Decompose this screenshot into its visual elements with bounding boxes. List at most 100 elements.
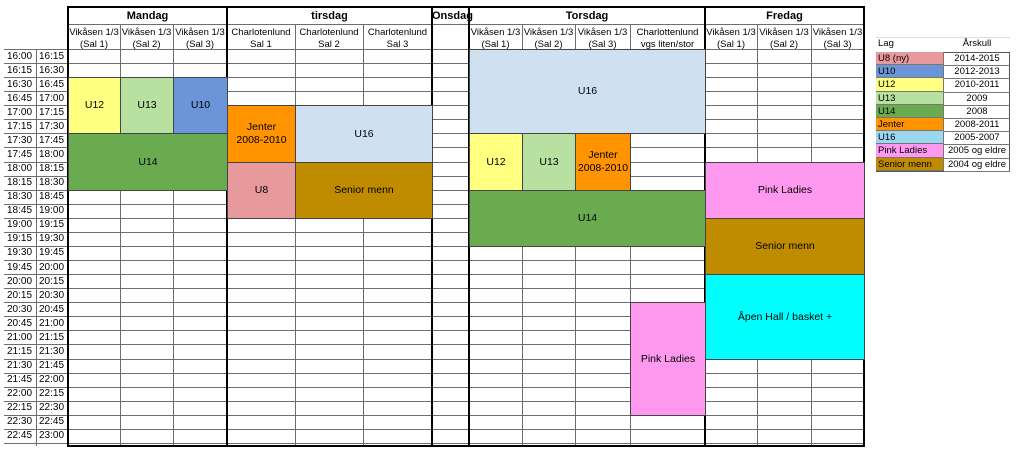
time-start-label: 16:00	[6, 50, 33, 62]
time-start-label: 22:00	[6, 388, 33, 400]
legend-team: Jenter	[876, 118, 944, 132]
timeslot-block[interactable]: Jenter 2008-2010	[575, 133, 631, 191]
day-header: Onsdag	[432, 10, 473, 22]
column-header-hall: (Sal 2)	[132, 39, 161, 50]
grid-row-line	[4, 429, 864, 430]
sheet-bottom-border	[67, 445, 865, 447]
grid-col-line	[173, 24, 174, 446]
legend-header-arskull: Årskull	[962, 38, 992, 49]
day-header: Torsdag	[565, 10, 609, 22]
timeslot-block[interactable]: U12	[68, 77, 121, 134]
day-border	[67, 6, 69, 446]
timeslot-block[interactable]: Jenter 2008-2010	[227, 105, 296, 163]
time-end-label: 22:00	[38, 374, 65, 386]
grid-row-line	[4, 373, 864, 374]
timeslot-label: Jenter 2008-2010	[577, 149, 629, 174]
time-end-label: 18:45	[38, 191, 65, 203]
column-header-hall: Sal 2	[318, 39, 340, 50]
time-end-label: 17:30	[38, 120, 65, 132]
legend-birthyear: 2005 og eldre	[944, 144, 1010, 159]
time-start-label: 22:15	[6, 402, 33, 414]
time-end-label: 21:30	[38, 345, 65, 357]
column-header-hall: (Sal 2)	[534, 39, 563, 50]
column-header-venue: Vikåsen 1/3	[175, 27, 225, 38]
day-border	[226, 6, 228, 446]
column-header-hall: vgs liten/stor	[640, 39, 695, 50]
timeslot-block[interactable]: Pink Ladies	[705, 162, 865, 219]
grid-col-line	[363, 24, 364, 446]
time-end-label: 23:00	[38, 430, 65, 442]
day-header: tirsdag	[311, 10, 348, 22]
time-start-label: 20:30	[6, 303, 33, 315]
grid-row-line	[4, 190, 864, 191]
column-header-hall: (Sal 2)	[770, 39, 798, 50]
timeslot-block[interactable]: U8	[227, 162, 296, 219]
day-header: Mandag	[126, 10, 169, 22]
grid-row-line	[4, 359, 864, 360]
grid-row-line	[4, 288, 864, 289]
timeslot-block[interactable]: Senior menn	[295, 162, 433, 219]
column-header-venue: Vikåsen 1/3	[759, 27, 809, 38]
column-header-hall: (Sal 1)	[481, 39, 510, 50]
grid-row-line	[4, 77, 864, 78]
timeslot-label: Pink Ladies	[640, 352, 696, 365]
time-end-label: 22:15	[38, 388, 65, 400]
column-header-venue: Charlotenlund	[299, 27, 359, 38]
grid-row-line	[4, 443, 864, 444]
grid-col-line	[295, 24, 296, 446]
timeslot-block[interactable]: U16	[295, 105, 433, 163]
time-start-label: 18:45	[6, 205, 33, 217]
grid-row-line	[4, 232, 864, 233]
timeslot-label: U16	[577, 85, 598, 97]
column-header-hall: Sal 1	[250, 39, 272, 50]
grid-row-line	[4, 330, 864, 331]
time-start-label: 20:15	[6, 289, 33, 301]
column-header-venue: Vikåsen 1/3	[69, 27, 119, 38]
day-header: Fredag	[766, 10, 803, 22]
legend-team: U12	[876, 78, 944, 92]
timeslot-block[interactable]: Åpen Hall / basket +	[705, 274, 865, 360]
legend-team: U8 (ny)	[876, 52, 944, 66]
timeslot-label: Åpen Hall / basket +	[737, 310, 833, 323]
legend-birthyear: 2008-2011	[944, 118, 1010, 133]
timeslot-block[interactable]: U14	[469, 190, 706, 247]
timeslot-block[interactable]: U10	[173, 77, 228, 134]
time-end-label: 18:15	[38, 163, 65, 175]
time-end-label: 22:30	[38, 402, 65, 414]
time-end-label: 16:30	[38, 64, 65, 76]
grid-row-line	[4, 119, 864, 120]
legend-team: U14	[876, 104, 944, 118]
time-end-label: 22:45	[38, 416, 65, 428]
timeslot-block[interactable]: U13	[120, 77, 174, 134]
timeslot-block[interactable]: Senior menn	[705, 218, 865, 275]
timeslot-block[interactable]: U13	[522, 133, 576, 191]
timeslot-block[interactable]: U16	[469, 49, 706, 134]
column-header-hall: (Sal 1)	[80, 39, 108, 50]
grid-row-line	[4, 105, 864, 106]
time-end-label: 16:45	[38, 78, 65, 90]
column-header-venue: Vikåsen 1/3	[121, 27, 172, 38]
legend-birthyear: 2004 og eldre	[944, 158, 1010, 172]
time-start-label: 16:30	[6, 78, 33, 90]
grid-col-line	[120, 24, 121, 446]
time-end-label: 18:30	[38, 177, 65, 189]
time-end-label: 21:15	[38, 331, 65, 343]
timeslot-label: U14	[138, 155, 158, 168]
column-header-venue: Charlottenlund	[636, 27, 699, 38]
timeslot-block[interactable]: U14	[68, 133, 228, 191]
grid-row-line	[4, 387, 864, 388]
timeslot-block[interactable]: U12	[469, 133, 523, 191]
time-start-label: 19:45	[6, 261, 33, 273]
timeslot-block[interactable]: Pink Ladies	[630, 302, 706, 416]
time-end-label: 18:00	[38, 148, 65, 160]
time-start-label: 19:00	[6, 219, 33, 231]
legend-team: U13	[876, 91, 944, 105]
time-start-label: 17:00	[6, 106, 33, 118]
grid-row-line	[4, 91, 864, 92]
column-header-venue: Charlotenlund	[231, 27, 291, 38]
legend-birthyear: 2008	[944, 105, 1010, 119]
time-start-label: 21:45	[6, 374, 33, 386]
legend-team: U10	[876, 65, 944, 79]
grid-row-line	[4, 162, 864, 163]
grid-row-line	[4, 133, 864, 134]
